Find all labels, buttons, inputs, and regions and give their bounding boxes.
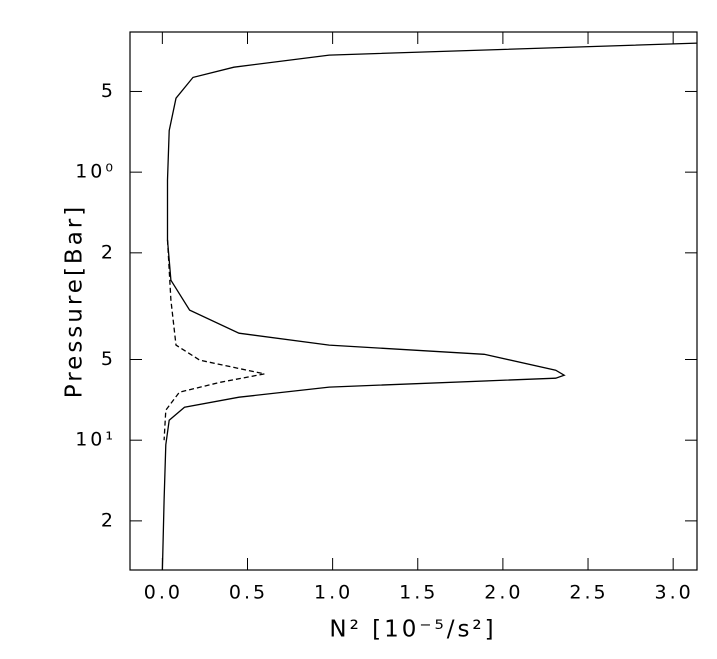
y-tick-label: 10¹ [75, 429, 116, 451]
y-tick-label: 10⁰ [75, 161, 116, 183]
y-tick-label: 5 [101, 80, 116, 102]
plot-frame [129, 31, 698, 571]
y-tick-label: 5 [101, 348, 116, 370]
profile-line [163, 239, 265, 441]
x-axis-label: N² [10⁻⁵/s²] [329, 617, 496, 643]
x-tick-label: 2.5 [569, 582, 608, 604]
x-tick-label: 0.5 [229, 582, 268, 604]
x-tick-label: 1.5 [399, 582, 438, 604]
profile-line [161, 42, 698, 571]
x-tick-label: 2.0 [484, 582, 523, 604]
x-tick-label: 0.0 [144, 582, 183, 604]
y-axis-label: Pressure[Bar] [62, 204, 88, 399]
x-tick-label: 1.0 [314, 582, 353, 604]
y-tick-label: 2 [101, 509, 116, 531]
x-tick-label: 3.0 [655, 582, 694, 604]
y-tick-label: 2 [101, 241, 116, 263]
